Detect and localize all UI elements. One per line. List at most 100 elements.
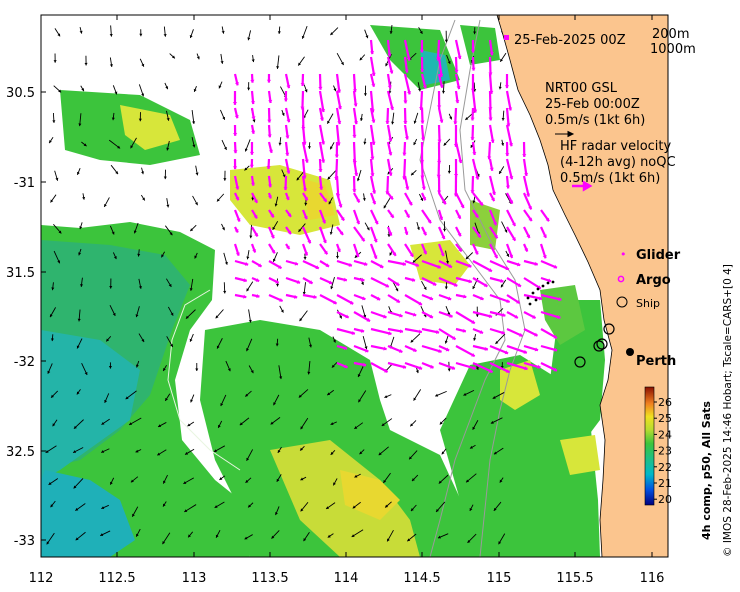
- model-vector-head: [300, 447, 304, 451]
- radar-vector-head: [457, 232, 462, 237]
- model-vector-head: [115, 171, 119, 175]
- model-vector-head: [50, 338, 54, 342]
- radar-vector-head: [420, 69, 425, 72]
- radar-vector-head: [369, 51, 375, 55]
- model-vector-head: [216, 198, 220, 202]
- radar-vector-head: [553, 264, 557, 269]
- radar-product-line1: HF radar velocity: [560, 139, 672, 154]
- radar-vector: [455, 311, 476, 325]
- model-vector-head: [45, 450, 49, 453]
- radar-vector-head: [524, 248, 529, 252]
- colorbar-tick-label: 24: [658, 428, 672, 441]
- radar-vector: [404, 327, 423, 334]
- radar-vector-head: [370, 156, 375, 160]
- radar-vector: [318, 141, 325, 163]
- model-vector-head: [327, 120, 330, 124]
- radar-vector: [506, 344, 528, 354]
- radar-vector-head: [468, 263, 472, 268]
- radar-vector-head: [542, 255, 547, 259]
- model-vector-head: [415, 370, 419, 374]
- model-vector-head: [384, 395, 388, 398]
- radar-vector: [506, 209, 517, 227]
- radar-vector-head: [337, 106, 343, 110]
- radar-vector-head: [268, 99, 273, 103]
- colorbar-tick-label: 20: [658, 493, 672, 506]
- radar-vector-head: [454, 69, 459, 73]
- radar-vector-head: [337, 120, 342, 125]
- model-vector-head: [444, 286, 448, 290]
- radar-vector-head: [430, 364, 434, 369]
- model-vector-head: [223, 290, 227, 294]
- radar-vector-head: [286, 170, 291, 174]
- radar-vector-head: [463, 294, 467, 299]
- radar-vector-head: [234, 115, 239, 119]
- radar-vector: [488, 175, 496, 196]
- radar-vector: [353, 311, 371, 323]
- model-vector-head: [165, 86, 169, 90]
- glider-track: [526, 280, 555, 306]
- radar-vector-head: [352, 89, 358, 93]
- model-vector-head: [244, 167, 248, 171]
- radar-vector-head: [344, 364, 348, 369]
- model-vector-head: [281, 112, 285, 116]
- radar-vector-head: [458, 247, 462, 252]
- radar-vector-head: [471, 352, 475, 357]
- model-vector-head: [219, 477, 223, 480]
- radar-vector-head: [455, 100, 460, 104]
- model-vector-head: [192, 121, 196, 124]
- model-vector-head: [385, 504, 389, 508]
- model-vector-head: [443, 142, 447, 146]
- model-vector-head: [163, 480, 166, 484]
- colorbar-tick-label: 26: [658, 396, 672, 409]
- radar-vector-head: [441, 235, 446, 240]
- radar-vector-head: [453, 121, 458, 125]
- radar-vector: [472, 260, 493, 273]
- model-vector-head: [389, 31, 393, 34]
- model-vector-head: [493, 451, 497, 455]
- model-vector-head: [248, 504, 252, 508]
- model-vector-head: [304, 89, 308, 93]
- radar-vector: [404, 361, 423, 370]
- model-vector-head: [73, 485, 77, 489]
- model-vector-head: [298, 62, 302, 66]
- ship-legend-icon: [616, 296, 628, 308]
- radar-vector: [386, 90, 394, 111]
- model-vector-head: [467, 539, 471, 543]
- city-label: Perth: [636, 354, 676, 369]
- model-current-vectors: [45, 24, 512, 545]
- contour-200m: 200m: [652, 27, 689, 42]
- model-vector-head: [51, 394, 54, 398]
- radar-vector: [386, 56, 394, 74]
- land-mass: [496, 15, 668, 557]
- radar-vector-head: [508, 107, 513, 111]
- model-vector-head: [216, 345, 220, 349]
- x-axis: 112 112.5 113 113.5 114 114.5 115 115.5 116: [29, 15, 664, 586]
- radar-vector-head: [418, 301, 422, 306]
- radar-vector-head: [547, 278, 552, 283]
- model-vector-head: [190, 228, 194, 232]
- model-vector-head: [246, 348, 249, 352]
- annotation-block: 25-Feb-2025 00Z 200m 1000m NRT00 GSL 25-…: [504, 27, 696, 192]
- radar-vector-head: [449, 313, 453, 318]
- radar-vector: [301, 90, 305, 110]
- radar-vector: [438, 361, 456, 370]
- radar-vector-head: [294, 261, 299, 266]
- model-vector-head: [163, 33, 167, 37]
- model-vector-head: [57, 33, 61, 37]
- model-vector-head: [81, 88, 84, 92]
- model-vector-head: [499, 479, 503, 483]
- model-vector-head: [218, 85, 222, 89]
- radar-vector-head: [388, 331, 392, 336]
- radar-vector-head: [333, 300, 337, 305]
- radar-vector-head: [432, 281, 437, 286]
- model-vector-head: [395, 288, 399, 292]
- model-vector-head: [166, 117, 170, 121]
- model-vector-head: [418, 88, 422, 92]
- radar-vector-head: [293, 294, 298, 299]
- model-vector-head: [187, 423, 191, 427]
- radar-vector-head: [422, 85, 427, 89]
- radar-vector-head: [388, 232, 393, 236]
- radar-vector: [369, 175, 376, 194]
- radar-vector-head: [493, 221, 497, 226]
- model-vector-head: [214, 505, 218, 508]
